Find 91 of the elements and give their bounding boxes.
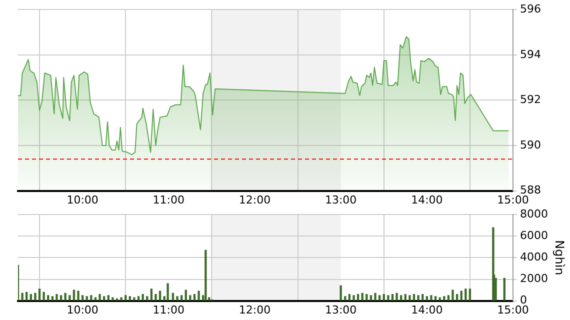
bar (42, 292, 45, 301)
bar (344, 296, 346, 301)
bar (72, 290, 76, 301)
bar (166, 283, 169, 301)
bar (193, 294, 196, 301)
x-tick-label: 13:00 (324, 303, 357, 316)
bar (412, 294, 416, 301)
bar (38, 288, 41, 301)
x-tick-label: 12:00 (238, 303, 271, 316)
bar (452, 290, 454, 301)
x-tick-label: 15:00 (497, 303, 529, 316)
bar (447, 295, 450, 301)
x-tick-label: 10:00 (66, 303, 98, 316)
bar (68, 295, 71, 301)
bar (503, 278, 506, 301)
x-tick-label: 11:00 (152, 193, 185, 206)
bar (172, 292, 174, 301)
bar (34, 292, 36, 301)
bar (137, 296, 140, 301)
bar (107, 295, 110, 301)
bar (396, 292, 398, 301)
bar (180, 295, 183, 301)
bar (128, 296, 131, 301)
bar (391, 294, 394, 301)
bar (352, 295, 355, 301)
x-tick-label: 14:00 (411, 303, 443, 316)
y-tick-label: 596 (520, 2, 541, 16)
bar (112, 297, 114, 301)
bar (189, 295, 192, 301)
y-tick-label: 592 (520, 93, 541, 106)
bar (154, 294, 157, 301)
bar (366, 294, 368, 301)
bar (387, 295, 390, 301)
bar (90, 295, 92, 301)
bar (150, 288, 153, 301)
bar (430, 295, 432, 301)
y-tick-label: 594 (520, 48, 541, 61)
bar (404, 294, 406, 301)
bar (60, 295, 62, 301)
bar (422, 294, 424, 301)
bar (468, 288, 472, 301)
bar (81, 295, 84, 301)
bar (94, 297, 97, 301)
bar (438, 297, 441, 301)
x-tick-label: 10:00 (66, 193, 98, 206)
y-tick-label: 8000 (520, 207, 548, 220)
bar (340, 285, 342, 301)
x-tick-label: 14:00 (411, 193, 443, 206)
x-tick-label: 13:00 (324, 193, 357, 206)
bar (456, 294, 458, 301)
bar (146, 296, 148, 301)
bar (120, 297, 122, 301)
bar (374, 292, 376, 301)
y-tick-label: 4000 (520, 250, 548, 264)
bar (361, 292, 364, 301)
bar (176, 296, 178, 301)
bar (56, 294, 58, 301)
bar (204, 250, 207, 301)
y-tick-label: 590 (520, 138, 541, 152)
bar (77, 290, 80, 301)
bar (370, 295, 372, 301)
bar (86, 296, 88, 301)
bar (98, 294, 101, 301)
bar (434, 296, 437, 301)
bar (382, 294, 385, 301)
y-axis-title: Nghìn (552, 240, 567, 276)
bar (64, 292, 66, 301)
x-tick-label: 12:00 (238, 193, 271, 206)
x-tick-label: 15:00 (497, 193, 529, 206)
bar (133, 297, 136, 301)
bar (103, 296, 106, 301)
x-tick-label: 11:00 (152, 303, 185, 316)
bar (443, 296, 446, 301)
y-tick-label: 2000 (520, 272, 548, 286)
bar (417, 295, 420, 301)
bar (348, 294, 351, 301)
bar (356, 294, 360, 301)
bar (142, 294, 144, 301)
bar (51, 296, 54, 301)
bar (47, 295, 50, 301)
bar (124, 295, 127, 301)
y-tick-label: 6000 (520, 229, 548, 242)
bar (408, 295, 411, 301)
bar (426, 296, 428, 301)
bar (198, 290, 200, 301)
bar (400, 295, 402, 301)
bar (378, 295, 381, 301)
bar (30, 294, 32, 301)
bar (184, 290, 187, 301)
bar (21, 292, 24, 301)
bar (464, 288, 467, 301)
